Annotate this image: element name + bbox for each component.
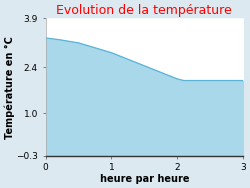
Y-axis label: Température en °C: Température en °C — [4, 36, 15, 139]
X-axis label: heure par heure: heure par heure — [100, 174, 189, 184]
Title: Evolution de la température: Evolution de la température — [56, 4, 232, 17]
